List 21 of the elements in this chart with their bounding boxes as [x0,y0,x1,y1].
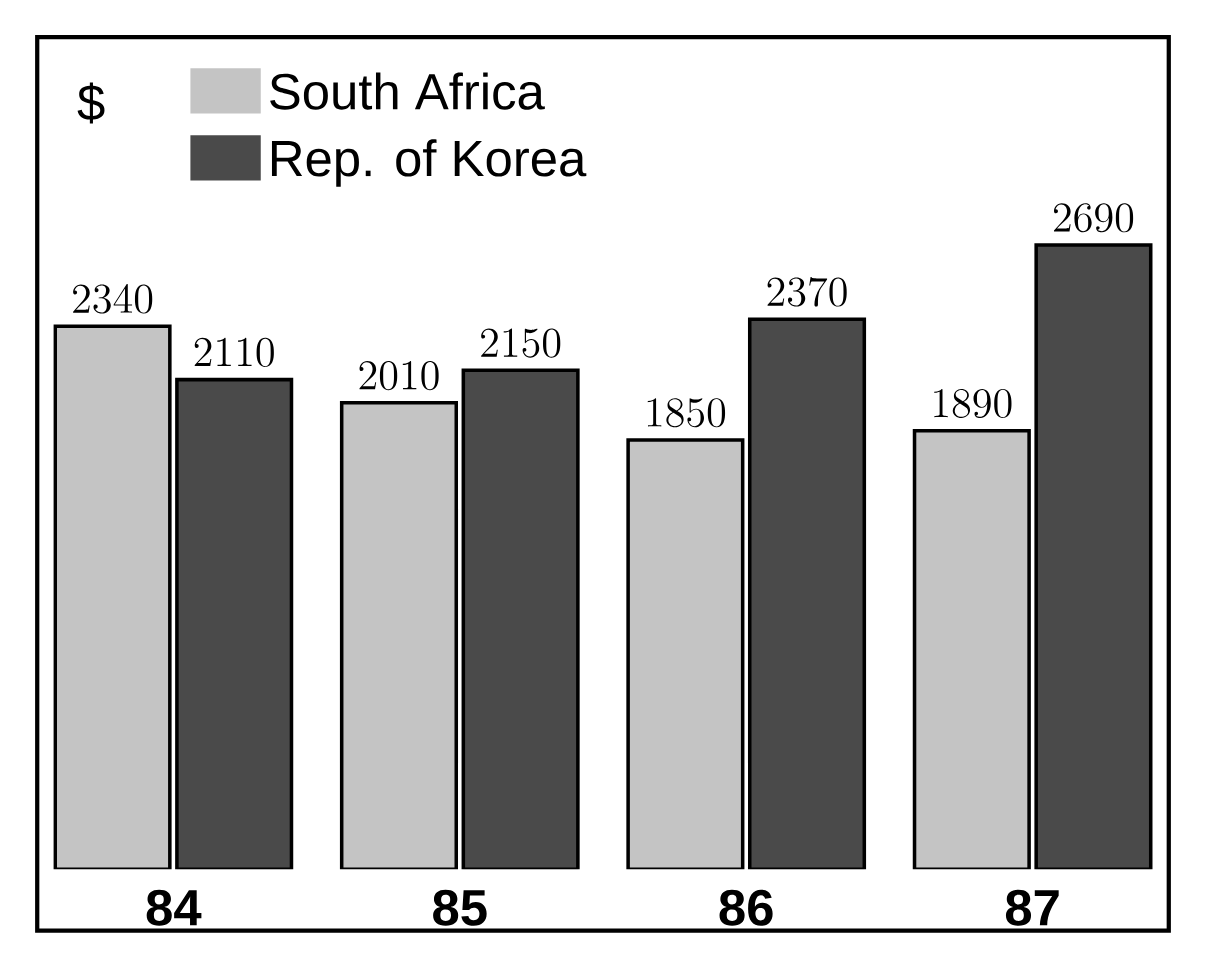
y-axis-title: $ [77,82,105,124]
data-label: 2010 [359,361,439,391]
x-tick-label: 85 [433,889,487,926]
bar [55,326,170,870]
data-label: 2150 [481,328,561,358]
legend-label: South Africa [270,72,545,110]
legend-label: Rep. of Korea [271,139,587,187]
x-tick-label: 87 [1005,889,1059,926]
bar [749,319,865,870]
data-label: 1850 [647,398,726,428]
data-label: 1890 [934,389,1012,419]
data-label: 2110 [194,338,274,368]
data-label: 2370 [767,277,847,307]
bar [463,370,578,870]
bar [176,379,292,870]
data-label: 2690 [1053,203,1134,233]
x-tick-label: 84 [146,889,202,926]
bar [341,402,457,870]
bar [628,440,743,870]
data-label: 2340 [73,284,153,314]
x-tick-label: 86 [719,889,773,926]
